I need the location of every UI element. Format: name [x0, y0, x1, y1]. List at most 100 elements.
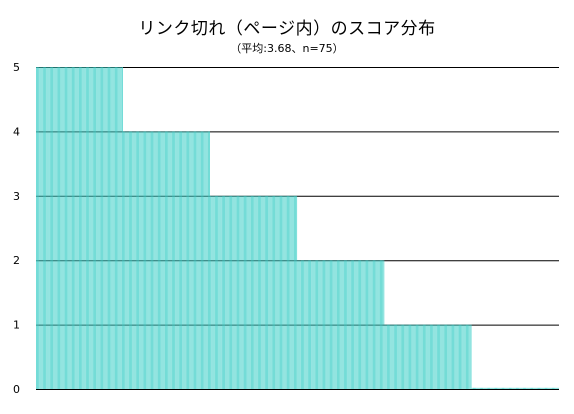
bar	[204, 131, 206, 389]
bar	[46, 67, 48, 389]
bar	[527, 387, 529, 389]
bar	[498, 387, 500, 389]
bar	[176, 131, 178, 389]
bar	[183, 131, 185, 389]
bar	[499, 387, 501, 389]
bar	[429, 324, 431, 389]
bar	[289, 195, 291, 389]
bar	[542, 387, 544, 389]
bar	[48, 67, 50, 389]
bar	[90, 67, 92, 389]
y-tick-label: 4	[13, 125, 20, 138]
bar	[225, 195, 227, 389]
bar	[191, 131, 193, 389]
bar	[105, 67, 107, 389]
bar	[419, 324, 421, 389]
bar	[55, 67, 57, 389]
bar	[79, 67, 80, 389]
bar	[393, 324, 395, 389]
bar	[104, 67, 106, 389]
bar	[165, 131, 166, 389]
bar	[75, 67, 77, 389]
bar	[362, 260, 364, 389]
bar	[376, 260, 378, 389]
bar	[178, 131, 180, 389]
bar	[492, 387, 494, 389]
bar	[474, 387, 475, 389]
bar	[486, 387, 488, 389]
bar	[81, 67, 83, 389]
bar	[180, 131, 181, 389]
bar	[377, 260, 379, 389]
bar	[385, 324, 387, 389]
bar	[102, 67, 103, 389]
bar	[294, 195, 295, 389]
bar	[482, 387, 484, 389]
bar	[282, 195, 284, 389]
bar	[535, 387, 537, 389]
bar	[418, 324, 420, 389]
bar	[268, 195, 270, 389]
bar	[381, 260, 382, 389]
bar	[317, 260, 318, 389]
bar	[106, 67, 108, 389]
bar	[182, 131, 184, 389]
bar	[292, 195, 294, 389]
bar	[281, 195, 282, 389]
bar	[533, 387, 535, 389]
bar	[151, 131, 152, 389]
bar	[103, 67, 105, 389]
bar	[131, 131, 133, 389]
bar	[154, 131, 156, 389]
bar	[98, 67, 100, 389]
bar	[375, 260, 377, 389]
bar	[316, 260, 317, 389]
bar	[266, 195, 267, 389]
bar	[264, 195, 266, 389]
bar	[504, 387, 506, 389]
bar	[343, 260, 345, 389]
bar	[255, 195, 257, 389]
bar	[426, 324, 428, 389]
bar	[512, 387, 514, 389]
bar	[445, 324, 446, 389]
bar	[311, 260, 313, 389]
bar	[398, 324, 400, 389]
bar	[391, 324, 393, 389]
bar	[526, 387, 528, 389]
bar	[221, 195, 223, 389]
bar	[529, 387, 531, 389]
bar	[433, 324, 435, 389]
bar	[189, 131, 191, 389]
bar	[124, 131, 126, 389]
bar	[170, 131, 172, 389]
bar	[466, 324, 467, 389]
bar	[320, 260, 322, 389]
bar	[185, 131, 187, 389]
bar	[520, 387, 522, 389]
bar	[249, 195, 251, 389]
bar	[62, 67, 64, 389]
bar	[491, 387, 493, 389]
bar	[476, 387, 478, 389]
bar	[511, 387, 513, 389]
bar	[297, 260, 299, 389]
bar	[203, 131, 205, 389]
bar	[450, 324, 452, 389]
bar	[500, 387, 502, 389]
bar	[489, 387, 490, 389]
bar	[174, 131, 176, 389]
bar	[220, 195, 222, 389]
bar	[230, 195, 231, 389]
bar	[96, 67, 98, 389]
bar	[453, 324, 454, 389]
bar	[490, 387, 492, 389]
bar	[519, 387, 521, 389]
bar	[41, 67, 43, 389]
bar	[169, 131, 171, 389]
bar	[276, 195, 278, 389]
bar	[188, 131, 189, 389]
bar	[380, 260, 381, 389]
bars	[36, 67, 559, 389]
bar	[410, 324, 411, 389]
